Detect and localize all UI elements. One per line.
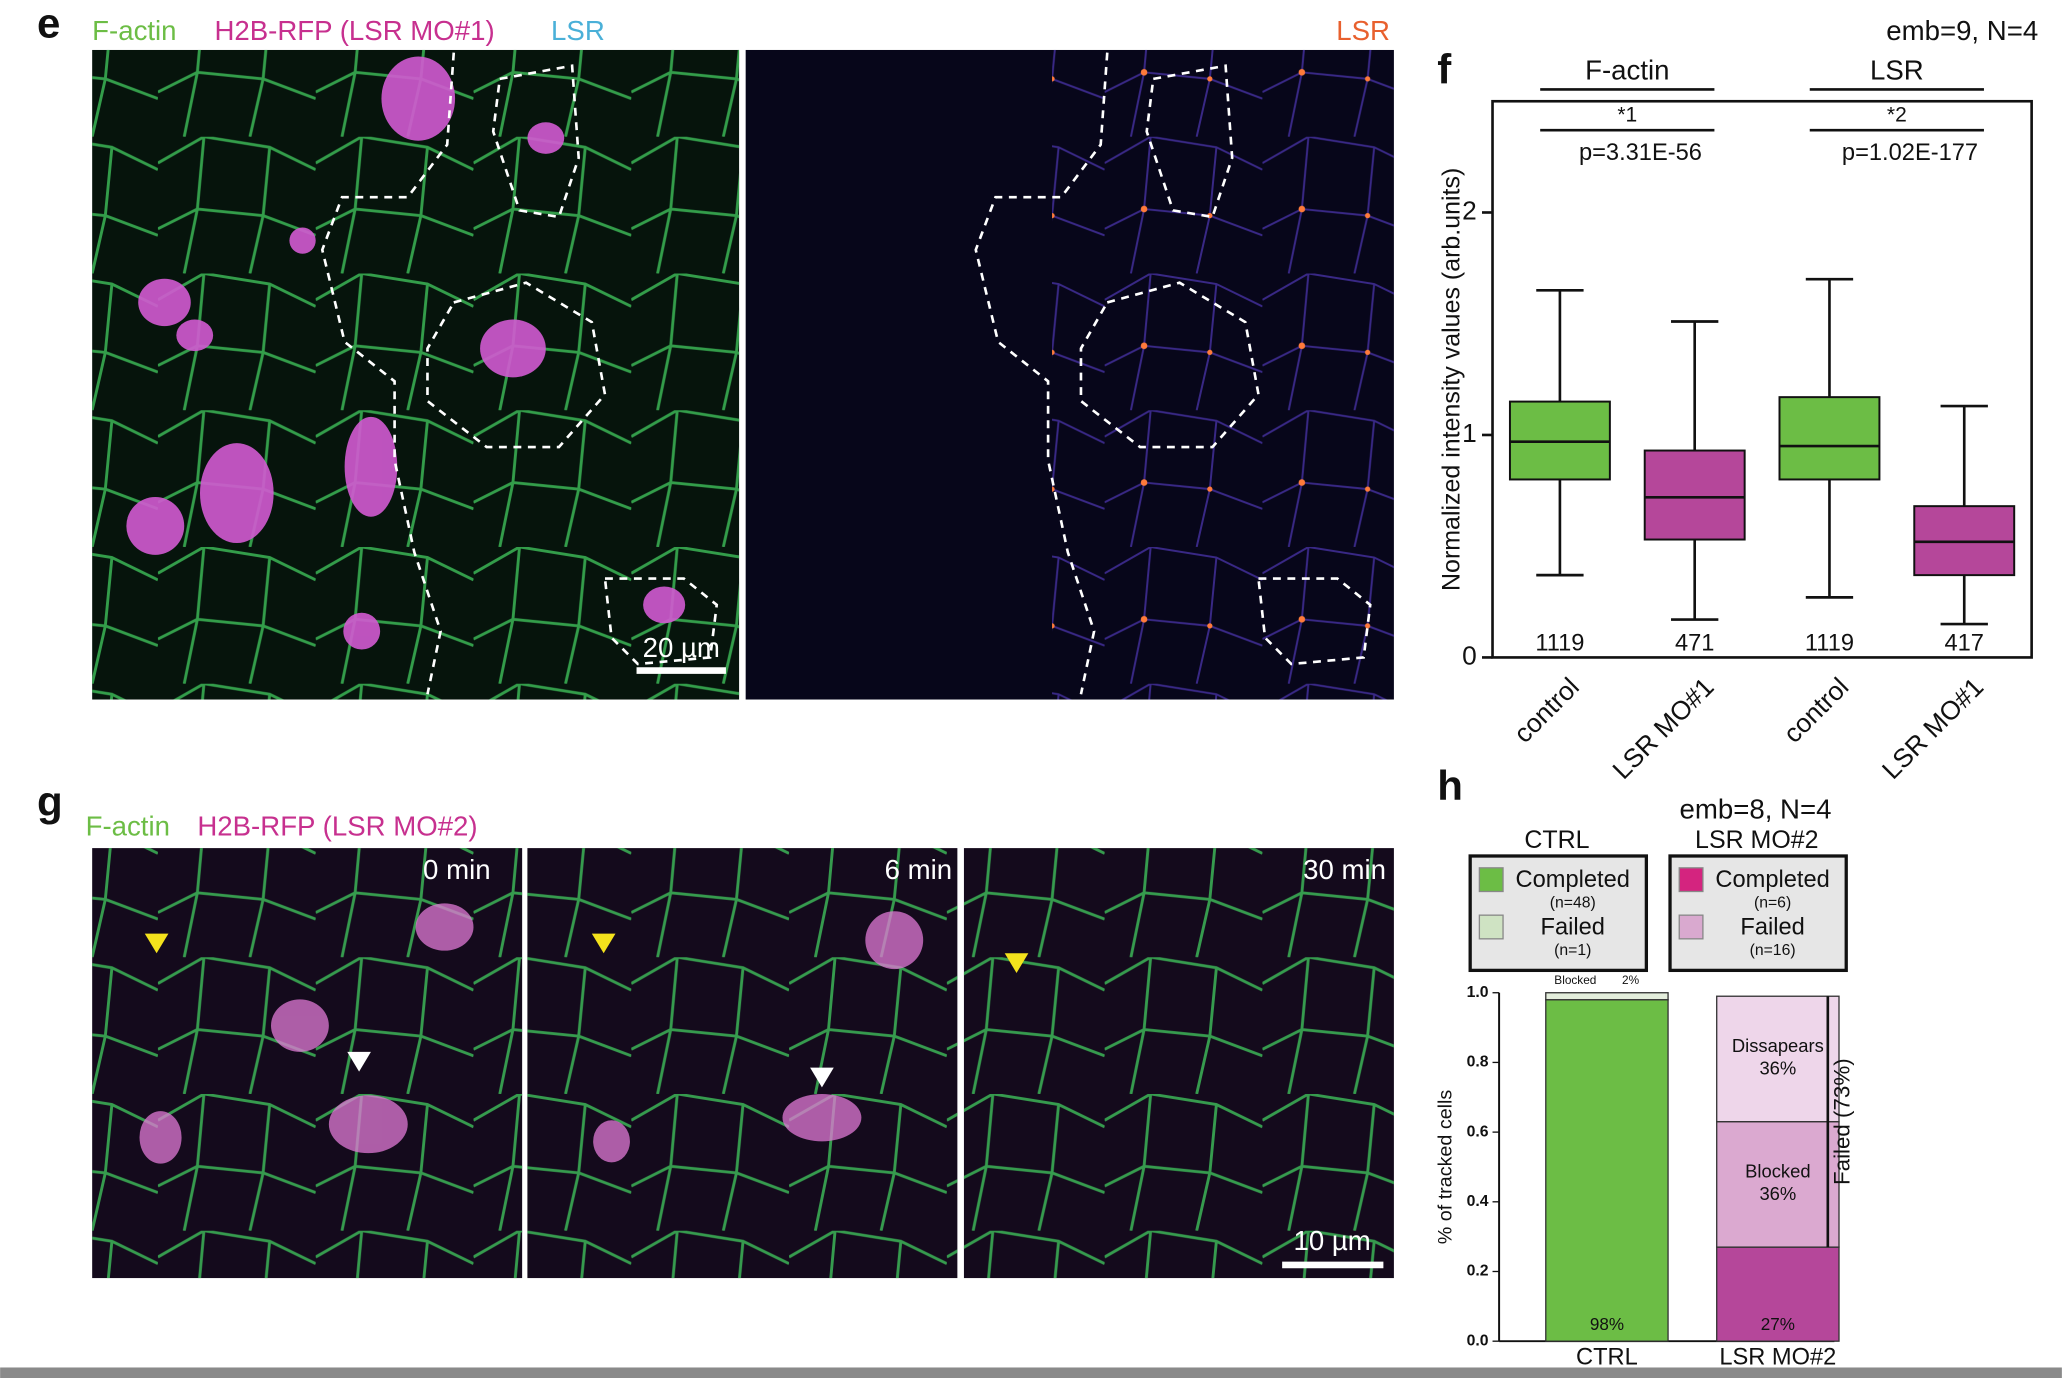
image-g [92,848,1394,1279]
legend-count: (n=48) [1550,894,1596,911]
scale-bar-label: 20 µm [643,632,720,663]
legend-swatch [1478,867,1504,893]
y-tick-label: 0.6 [1467,1123,1489,1140]
panel-letter: f [1437,45,1452,92]
legend-count: (n=1) [1554,942,1591,959]
legend-count: (n=16) [1750,942,1796,959]
time-label: 6 min [885,854,953,885]
y-tick-label: 1.0 [1467,984,1489,1001]
x-tick-label: CTRL [1576,1345,1638,1371]
count-label: 1119 [1805,631,1854,657]
panel-letter: h [1437,762,1463,809]
failed-label: Failed (73%) [1830,1058,1855,1185]
time-label: 30 min [1303,854,1386,885]
x-tick-label: LSR MO#1 [1876,672,1989,785]
chart-note: emb=8, N=4 [1680,794,1832,825]
box [1778,396,1881,481]
bar-segment [1716,1246,1840,1342]
panel-letter: g [37,778,63,825]
bottom-bar [0,1367,2062,1378]
count-label: 471 [1675,631,1714,657]
plot-frame [1491,99,2033,659]
count-label: 417 [1944,631,1983,657]
segment-name: Blocked [1554,973,1596,987]
legend-title: LSR MO#2 [1695,826,1819,854]
time-label: 0 min [423,854,491,885]
box [1643,449,1746,541]
legend-swatch [1478,914,1504,940]
y-tick-label: 1 [1462,418,1477,448]
group-label: LSR [1870,55,1924,86]
y-tick-label: 0.2 [1467,1263,1489,1280]
significance-star: *1 [1617,103,1637,126]
x-tick-label: LSR MO#1 [1606,672,1719,785]
channel-label: F-actin [86,811,170,842]
scale-bar-label: 10 µm [1293,1225,1370,1256]
segment-name: Dissapears [1732,1035,1824,1056]
legend-name: Failed [1541,915,1605,941]
y-tick-label: 0 [1462,640,1477,670]
bar-segment [1716,1121,1840,1248]
cell-outlines [92,49,740,700]
bar-segment [1545,999,1669,1342]
legend-name: Failed [1740,915,1804,941]
group-label: F-actin [1585,55,1669,86]
panel-letter: e [37,0,60,46]
y-axis-label: % of tracked cells [1435,1090,1457,1245]
channel-label: H2B-RFP (LSR MO#1) [214,15,494,46]
channel-label: F-actin [92,15,176,46]
legend-title: CTRL [1524,826,1589,854]
y-tick-label: 2 [1462,195,1477,225]
legend-name: Completed [1516,867,1630,893]
significance-star: *2 [1887,103,1907,126]
chart-note: emb=9, N=4 [1886,15,2038,46]
y-tick-label: 0.0 [1467,1332,1489,1349]
bar-segment [1716,995,1840,1123]
x-tick-label: LSR MO#2 [1719,1345,1836,1371]
x-tick-label: control [1777,672,1854,749]
y-tick-label: 0.8 [1467,1054,1489,1071]
lsr-outlines [1052,49,1394,700]
value-label: 2% [1622,973,1640,987]
count-label: 1119 [1535,631,1584,657]
channel-label: LSR [551,15,605,46]
legend-swatch [1678,914,1704,940]
legend-swatch [1678,867,1704,893]
segment-name: Blocked [1745,1160,1810,1181]
nuclei [126,56,686,650]
p-value: p=1.02E-177 [1842,140,1978,166]
value-label: 98% [1590,1315,1624,1334]
x-tick-label: control [1508,672,1585,749]
value-label: 36% [1759,1057,1796,1078]
value-label: 27% [1761,1315,1795,1334]
legend-count: (n=6) [1754,894,1791,911]
p-value: p=3.31E-56 [1579,140,1702,166]
bar-segment [1545,992,1669,1001]
value-label: 36% [1759,1183,1796,1204]
y-tick-label: 0.4 [1467,1193,1489,1210]
legend-name: Completed [1715,867,1829,893]
channel-label: H2B-RFP (LSR MO#2) [197,811,477,842]
dashed-outlines [320,52,1372,695]
channel-label: LSR [1336,15,1390,46]
y-axis-label: Normalized intensity values (arb.units) [1438,168,1466,591]
